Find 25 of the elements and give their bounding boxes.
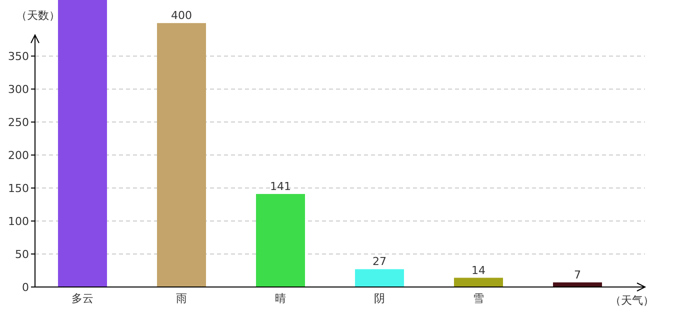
x-tick-label: 雪 (473, 292, 484, 305)
y-axis-title: （天数） (16, 9, 60, 22)
y-tick-label: 300 (8, 83, 29, 96)
bar (58, 0, 107, 287)
y-tick-label: 100 (8, 215, 29, 228)
bar (157, 23, 206, 287)
bar (256, 194, 305, 287)
data-label: 14 (472, 264, 486, 277)
y-tick-label: 250 (8, 116, 29, 130)
data-label: 27 (372, 255, 386, 268)
x-tick-label: 多云 (72, 292, 94, 305)
y-tick-label: 200 (8, 149, 29, 162)
y-tick-label: 350 (8, 50, 29, 64)
y-tick-label: 50 (15, 248, 29, 262)
bar (454, 278, 503, 287)
x-tick-label: 晴 (275, 292, 286, 305)
y-tick-label: 150 (8, 182, 29, 196)
x-axis-title: （天气） (610, 294, 654, 307)
data-label: 400 (171, 9, 192, 22)
x-tick-label: 阴 (374, 292, 385, 305)
data-label: 7 (574, 268, 581, 282)
y-tick-label: 0 (22, 281, 29, 294)
data-label: 141 (270, 180, 291, 193)
x-tick-label: 雨 (176, 292, 187, 305)
bar (355, 269, 404, 287)
